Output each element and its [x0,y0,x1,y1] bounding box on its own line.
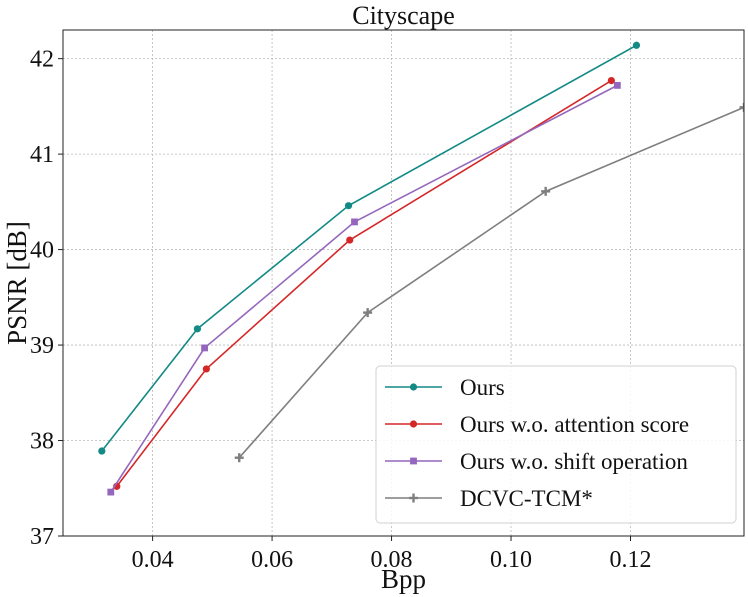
chart-title: Cityscape [352,1,455,30]
legend-marker [409,493,418,503]
x-tick-label: 0.12 [610,547,652,573]
y-tick-label: 41 [30,142,54,168]
legend-box [375,365,737,524]
legend-item-ours: Ours [385,375,505,400]
plot-area-frame [62,29,745,537]
data-point [363,308,373,318]
x-tick-label: 0.04 [132,547,174,573]
series-ours-w-o-shift-operation [107,81,621,496]
data-point [346,236,354,244]
data-point [193,325,202,333]
ticks: 0.04 0.06 0.08 0.10 0.12 37 38 39 40 41 42 [30,47,652,573]
y-tick-label: 38 [30,429,54,455]
data-point [98,447,106,455]
series-dcvc-tcm [234,102,744,463]
data-point [613,81,621,89]
series-line [116,79,612,487]
legend-item-dcvc-tcm: DCVC-TCM* [385,486,593,511]
y-tick-label: 40 [30,238,54,264]
y-tick-label: 42 [30,47,54,73]
y-tick-label: 39 [30,333,54,359]
data-point [541,186,551,196]
data-point [202,365,210,373]
legend-label: Ours w.o. attention score [460,412,689,437]
y-tick-label: 37 [30,524,54,550]
legend-marker [410,457,417,465]
series-line [238,106,744,459]
legend-item-ours-w-o-attention-score: Ours w.o. attention score [385,412,689,437]
x-axis-title: Bpp [381,564,426,594]
data-point [344,202,353,210]
data-point [607,77,615,85]
series-line [101,44,637,452]
x-tick-label: 0.10 [490,547,532,573]
x-tick-label: 0.08 [371,547,413,573]
data-point [351,218,358,226]
data-point [234,453,244,463]
data-point [201,344,208,352]
legend: Ours Ours w.o. attention score Ours w.o. s… [375,365,737,524]
legend-marker [409,383,418,391]
series-line [110,84,618,493]
legend-label: Ours w.o. shift operation [460,449,688,474]
legend-label: DCVC-TCM* [460,486,593,511]
series-layer [98,41,744,496]
series-ours [98,41,641,455]
data-point [107,488,115,496]
legend-label: Ours [460,375,505,400]
legend-item-ours-w-o-shift-operation: Ours w.o. shift operation [385,449,688,474]
data-point [739,102,744,112]
data-point [632,41,641,49]
legend-marker [409,420,418,428]
x-tick-label: 0.06 [251,547,293,573]
y-axis-title: PSNR [dB] [2,221,32,345]
